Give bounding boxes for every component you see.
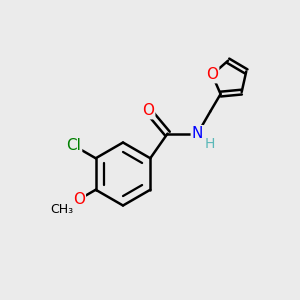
Text: N: N [192, 126, 203, 141]
Text: O: O [73, 192, 85, 207]
Text: Cl: Cl [66, 138, 81, 153]
Text: CH₃: CH₃ [50, 203, 74, 216]
Text: O: O [142, 103, 154, 118]
Text: H: H [205, 137, 215, 151]
Text: O: O [206, 67, 218, 82]
